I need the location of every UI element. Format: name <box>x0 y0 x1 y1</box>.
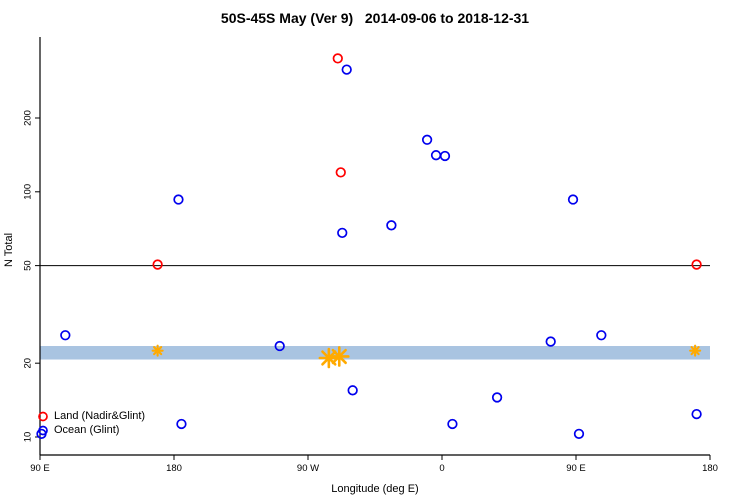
y-tick-label: 10 <box>23 432 34 443</box>
legend-item-land: Land (Nadir&Glint) <box>36 409 145 423</box>
y-tick-label: 50 <box>23 260 34 271</box>
flag-asterisk <box>689 344 702 357</box>
ocean-point <box>447 418 458 430</box>
ocean-point <box>347 385 358 396</box>
x-tick-label: 180 <box>702 463 718 474</box>
flag-asterisk <box>151 344 164 357</box>
ocean-point <box>691 408 702 420</box>
ocean-point <box>341 64 352 75</box>
ocean-point <box>421 134 433 145</box>
land-point <box>335 167 346 178</box>
legend-label-land: Land (Nadir&Glint) <box>54 410 146 422</box>
ocean-point <box>173 194 184 205</box>
x-tick-label: 90 E <box>30 463 50 474</box>
ocean-point <box>596 330 607 341</box>
ocean-point <box>337 227 348 239</box>
ocean-point <box>176 418 187 430</box>
ocean-point <box>567 194 579 205</box>
x-axis-label: Longitude (deg E) <box>331 483 419 495</box>
legend: Land (Nadir&Glint) Ocean (Glint) <box>36 409 145 437</box>
highlight-band <box>40 346 710 360</box>
ocean-point <box>491 392 503 403</box>
x-tick-label: 0 <box>439 463 444 474</box>
ocean-point <box>430 150 442 161</box>
ocean-point <box>573 428 585 440</box>
ocean-point <box>60 330 71 341</box>
ocean-marker-icon <box>38 425 48 435</box>
chart-title: 50S-45S May (Ver 9) 2014-09-06 to 2018-1… <box>220 10 530 26</box>
land-point <box>152 259 163 270</box>
legend-label-ocean: Ocean (Glint) <box>54 424 120 436</box>
x-tick-label: 90 E <box>566 463 586 474</box>
land-marker-icon <box>38 411 48 421</box>
x-tick-label: 90 W <box>297 463 319 474</box>
ocean-point <box>386 220 397 231</box>
y-tick-label: 100 <box>23 184 34 200</box>
x-tick-label: 180 <box>166 463 182 474</box>
y-tick-label: 20 <box>23 358 34 369</box>
ocean-point <box>545 336 556 347</box>
y-tick-label: 200 <box>23 110 34 126</box>
land-point <box>691 259 702 270</box>
land-point <box>332 53 343 64</box>
ocean-point <box>439 150 451 162</box>
legend-item-ocean: Ocean (Glint) <box>36 423 145 437</box>
ocean-point <box>274 340 285 352</box>
flag-asterisk <box>328 346 350 367</box>
